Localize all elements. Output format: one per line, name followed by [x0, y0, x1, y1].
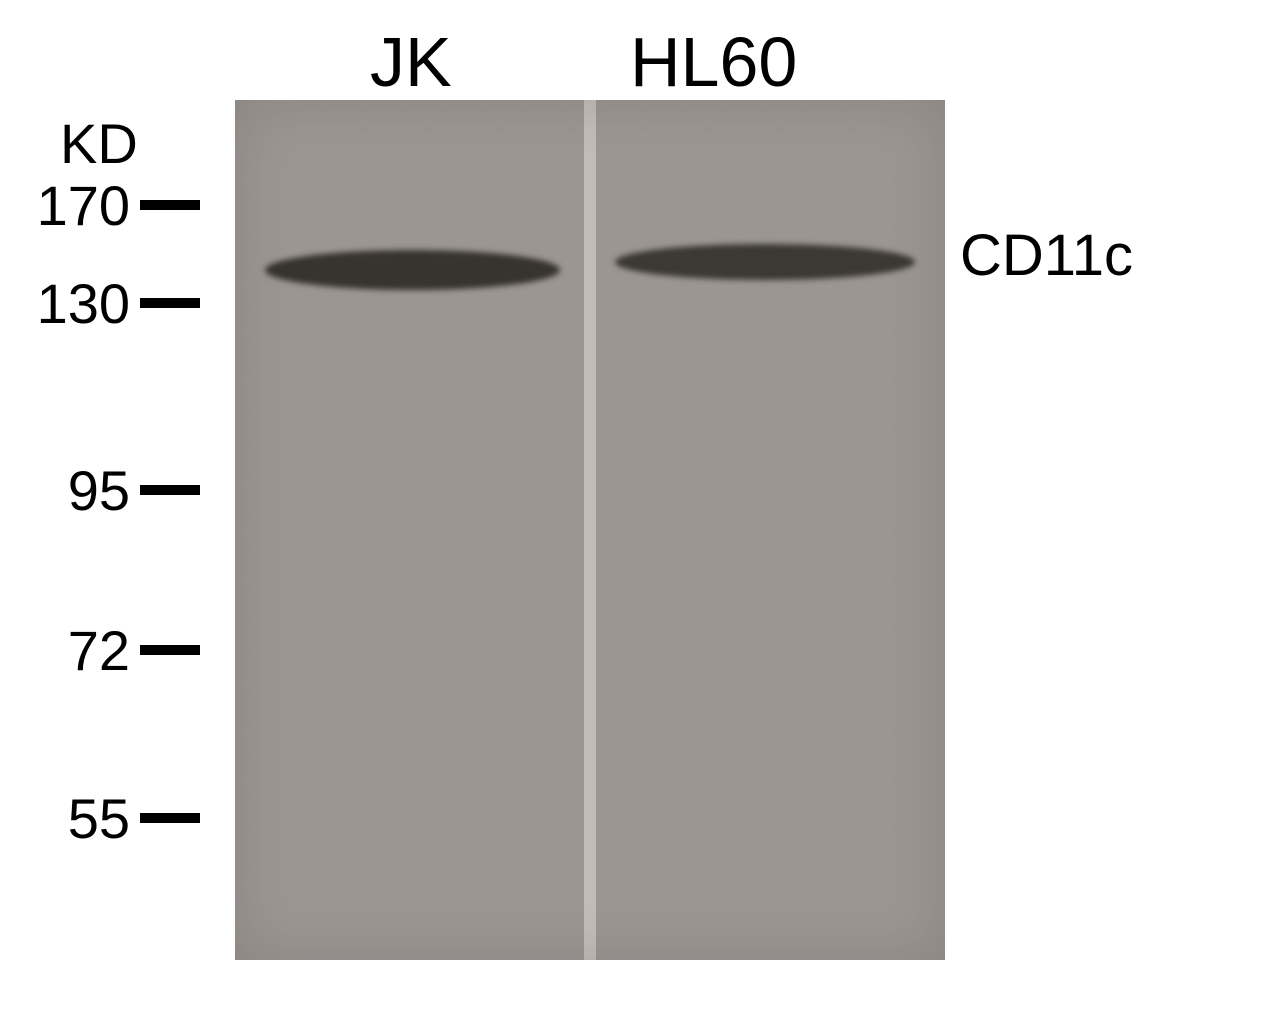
mw-marker-tick [140, 813, 200, 823]
mw-marker-tick [140, 645, 200, 655]
mw-marker-label: 95 [20, 458, 130, 523]
western-blot-figure: KD JK HL60 170 130 95 72 55 CD11c [0, 0, 1280, 1027]
lane-label: JK [370, 22, 452, 102]
protein-band [615, 244, 915, 280]
kd-unit-label: KD [60, 111, 138, 176]
mw-marker-label: 55 [20, 786, 130, 851]
mw-marker-label: 72 [20, 618, 130, 683]
target-protein-label: CD11c [960, 222, 1133, 289]
mw-marker-tick [140, 298, 200, 308]
mw-marker-tick [140, 485, 200, 495]
lane-divider [584, 100, 596, 960]
mw-marker-label: 130 [20, 271, 130, 336]
blot-membrane [235, 100, 945, 960]
protein-band [265, 250, 560, 290]
mw-marker-label: 170 [20, 173, 130, 238]
mw-marker-tick [140, 200, 200, 210]
lane-label: HL60 [630, 22, 797, 102]
